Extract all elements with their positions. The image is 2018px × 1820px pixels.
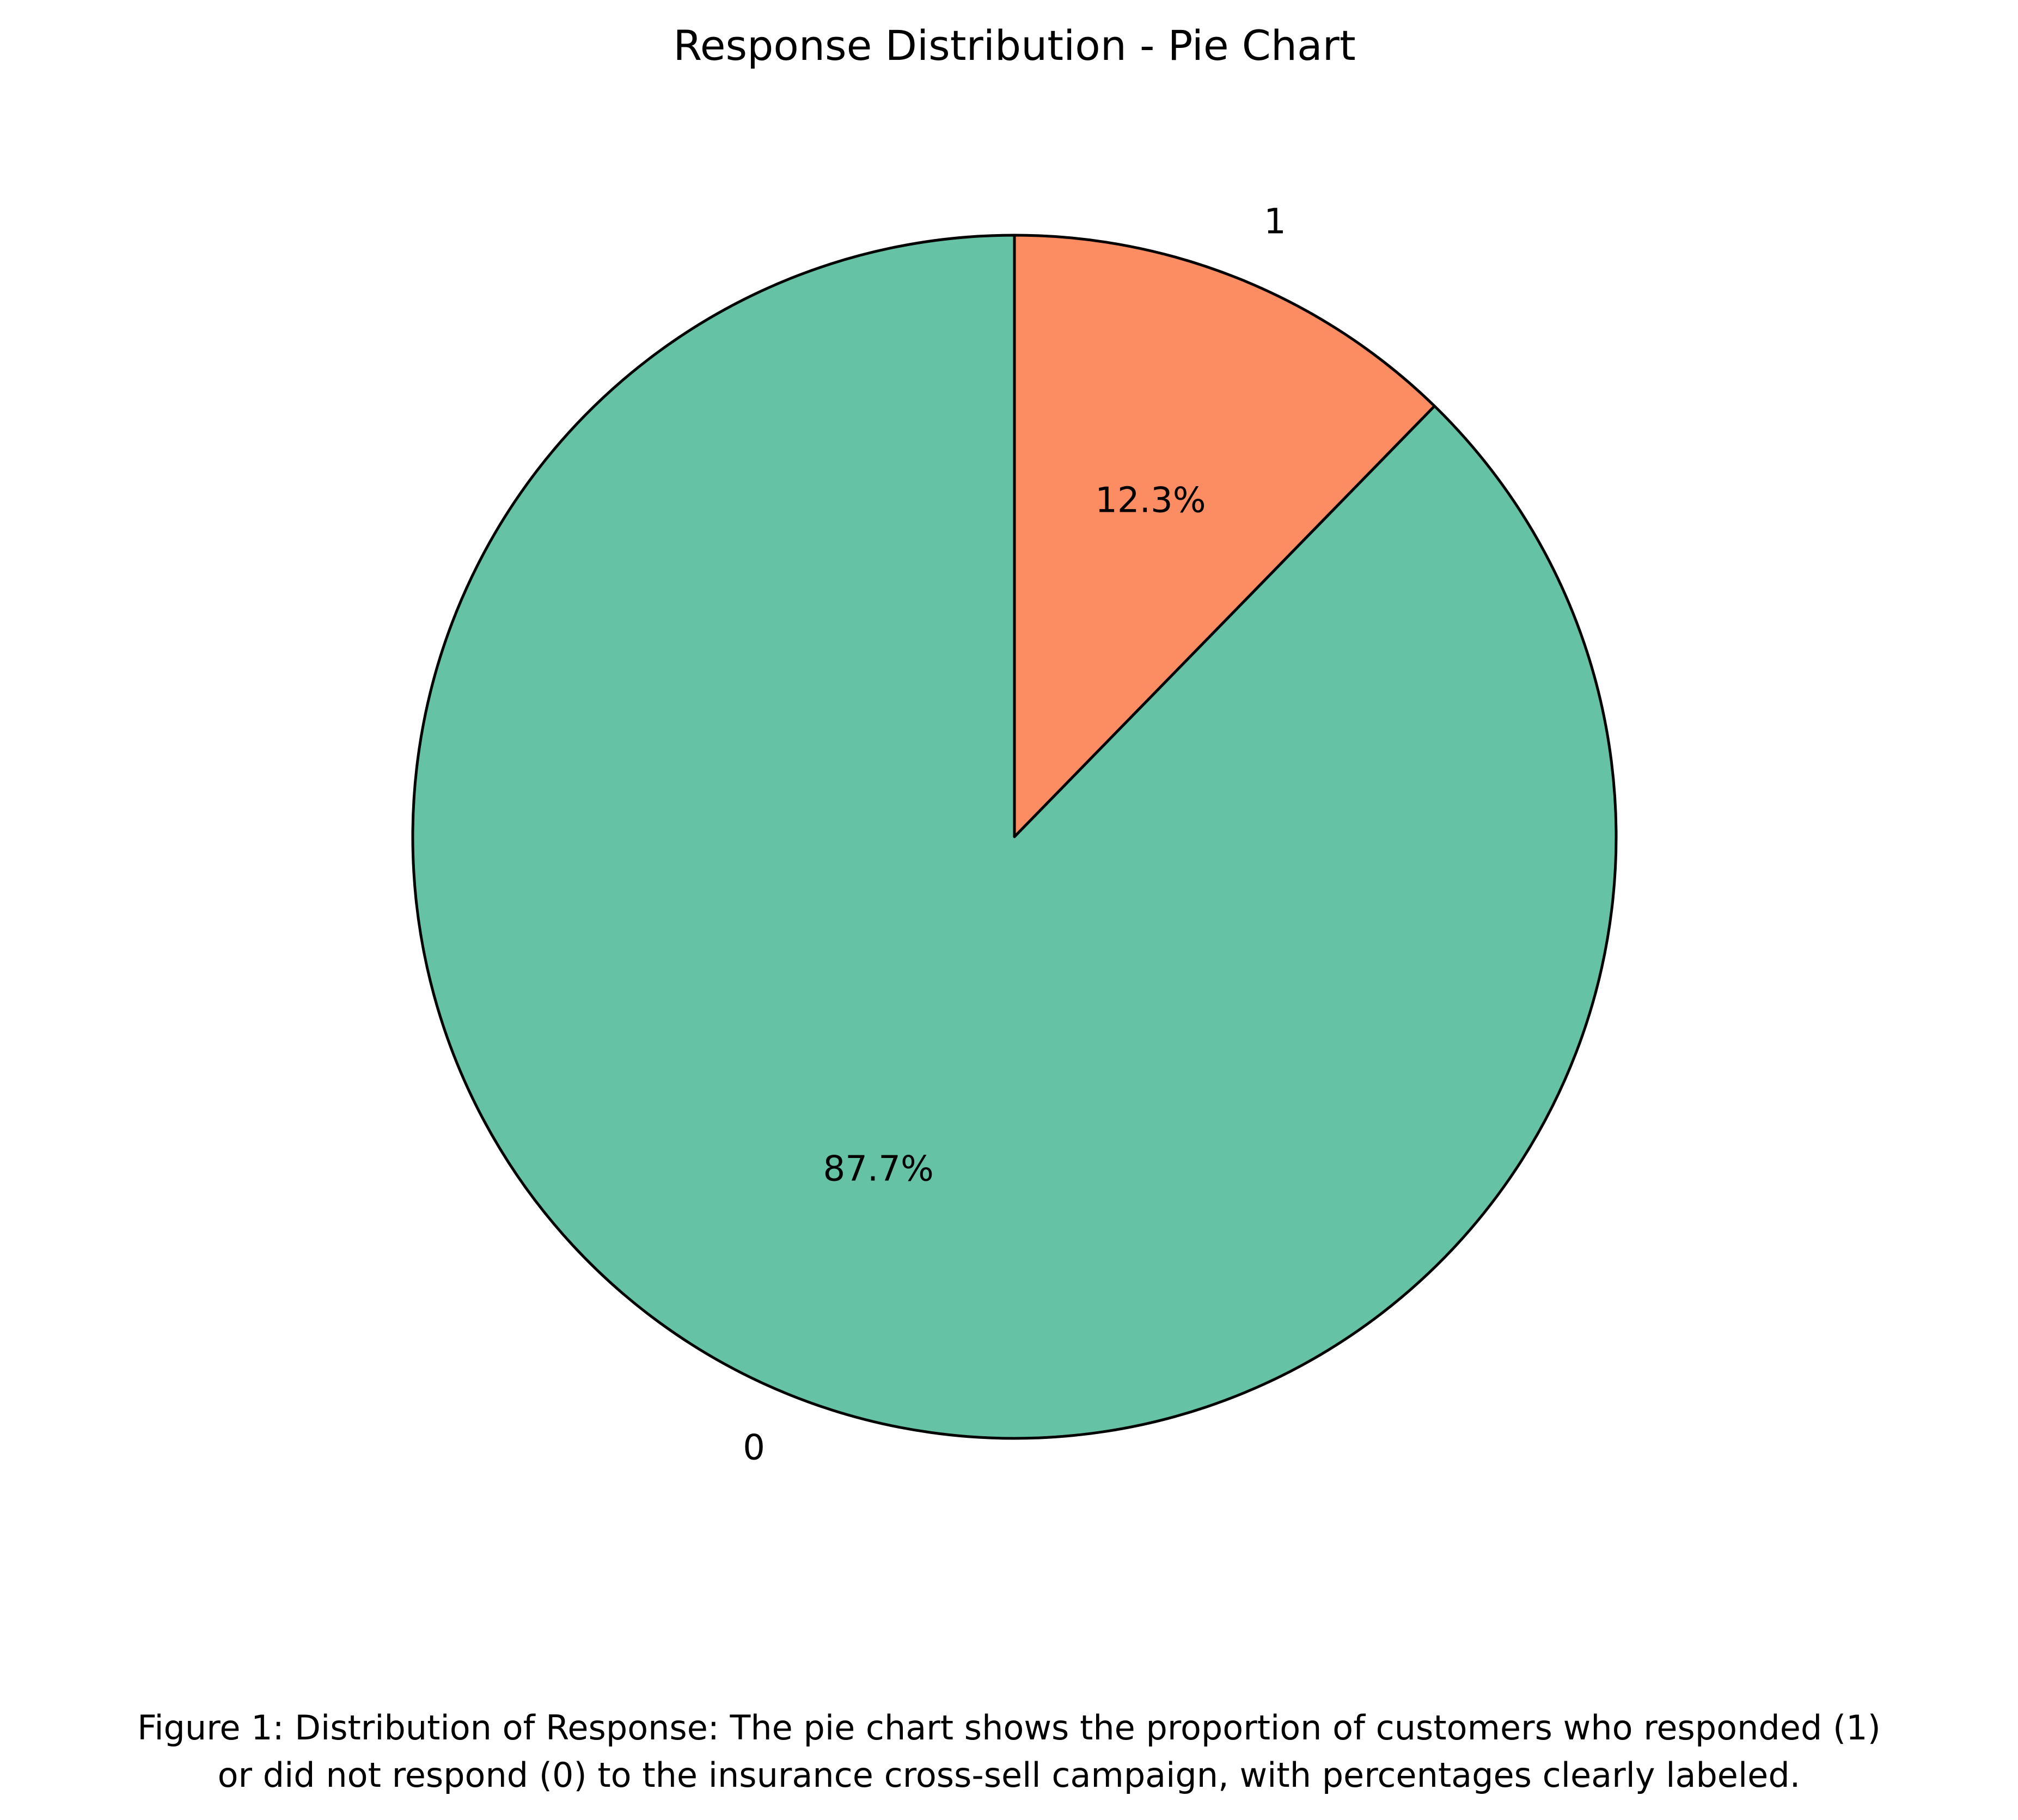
- pie-slice-percentage-0: 87.7%: [823, 1149, 933, 1190]
- figure-caption-line2: or did not respond (0) to the insurance …: [218, 1755, 1801, 1795]
- pie-slice-1: [1013, 234, 1436, 838]
- pie-slice-0: [411, 234, 1618, 1440]
- chart-title: Response Distribution - Pie Chart: [673, 21, 1355, 70]
- pie-slice-label-1: 1: [1264, 202, 1286, 242]
- pie-labels: 1 12.3% 0 87.7%: [743, 202, 1286, 1468]
- pie-slices: [411, 234, 1618, 1440]
- pie-slice-percentage-1: 12.3%: [1095, 480, 1206, 520]
- pie-slice-label-0: 0: [743, 1427, 765, 1468]
- figure-caption-line1: Figure 1: Distribution of Response: The …: [137, 1708, 1881, 1748]
